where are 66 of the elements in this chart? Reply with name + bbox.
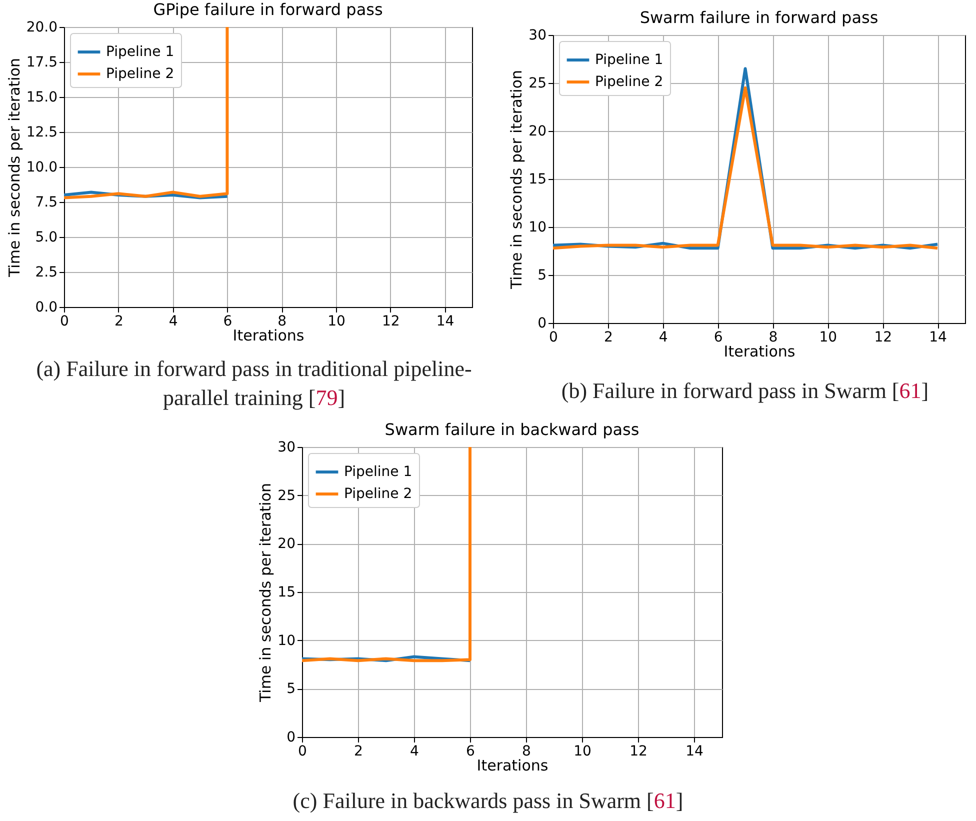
x-tick-label: 0 (298, 744, 307, 760)
x-tick-label: 6 (223, 314, 232, 330)
y-tick-label: 30 (278, 440, 296, 456)
x-tick-label: 2 (604, 330, 613, 346)
x-tick-label: 10 (574, 744, 592, 760)
y-tick-label: 5.0 (35, 230, 58, 246)
y-tick-label: 10.0 (26, 160, 58, 176)
y-axis-title: Time in seconds per iteration (5, 58, 24, 278)
x-tick-label: 14 (929, 330, 948, 346)
y-tick-label: 20.0 (26, 20, 58, 36)
y-axis-title: Time in seconds per iteration (256, 482, 275, 704)
y-tick-label: 7.5 (35, 194, 58, 210)
chart-title: Swarm failure in forward pass (640, 8, 878, 27)
legend-label: Pipeline 2 (344, 486, 412, 502)
x-tick-label: 6 (714, 330, 723, 346)
x-tick-label: 4 (658, 330, 668, 346)
y-tick-label: 10 (528, 220, 546, 236)
text: (a) Failure in forward pass in traditional pipeline-parallel training [79] (35, 355, 473, 412)
y-tick-label: 15.0 (26, 90, 58, 106)
x-tick-label: 10 (328, 314, 346, 330)
x-tick-label: 2 (354, 744, 363, 760)
text: (b) Failure in forward pass in Swarm [61] (560, 377, 930, 405)
y-tick-label: 0.0 (35, 300, 58, 316)
y-tick-label: 15 (528, 172, 546, 188)
y-tick-label: 30 (528, 28, 546, 44)
x-tick-label: 0 (549, 330, 558, 346)
x-tick-label: 12 (874, 330, 892, 346)
x-tick-label: 8 (278, 314, 287, 330)
y-tick-label: 20 (528, 124, 546, 140)
y-tick-label: 20 (278, 536, 296, 552)
x-tick-label: 10 (819, 330, 838, 346)
legend-label: Pipeline 1 (595, 52, 664, 68)
x-axis-title: Iterations (232, 326, 304, 344)
x-tick-label: 4 (410, 744, 420, 760)
y-tick-label: 15 (278, 584, 296, 600)
x-tick-label: 12 (382, 314, 400, 330)
line-series (302, 447, 472, 662)
x-tick-label: 14 (436, 314, 454, 330)
x-tick-label: 2 (114, 314, 124, 330)
chart-title: Swarm failure in backward pass (384, 420, 640, 439)
x-tick-label: 4 (168, 314, 178, 330)
x-tick-label: 12 (630, 744, 648, 760)
legend-label: Pipeline 2 (595, 74, 664, 90)
legend-label: Pipeline 1 (106, 44, 174, 60)
line-series (64, 27, 229, 200)
x-axis-title: Iterations (476, 756, 548, 774)
x-tick-label: 8 (522, 744, 531, 760)
x-tick-label: 6 (466, 744, 476, 760)
y-tick-label: 5 (538, 268, 546, 284)
legend-label: Pipeline 1 (344, 464, 412, 480)
y-tick-label: 5 (286, 681, 296, 698)
y-tick-label: 25 (528, 76, 546, 92)
x-axis-title: Iterations (724, 342, 796, 360)
x-tick-label: 8 (768, 330, 778, 346)
y-axis-title: Time in seconds per iteration (508, 70, 526, 290)
x-tick-label: 14 (686, 744, 704, 760)
legend-label: Pipeline 2 (106, 66, 174, 82)
y-tick-label: 25 (278, 488, 296, 504)
y-tick-label: 0 (286, 730, 296, 746)
y-tick-label: 12.5 (26, 124, 58, 140)
chart-title: GPipe failure in forward pass (153, 0, 383, 19)
y-tick-label: 10 (278, 632, 296, 649)
y-tick-label: 17.5 (26, 54, 58, 70)
y-tick-label: 2.5 (35, 264, 58, 280)
x-tick-label: 0 (60, 314, 69, 330)
text: (c) Failure in backwards pass in Swarm [61] (292, 787, 684, 815)
